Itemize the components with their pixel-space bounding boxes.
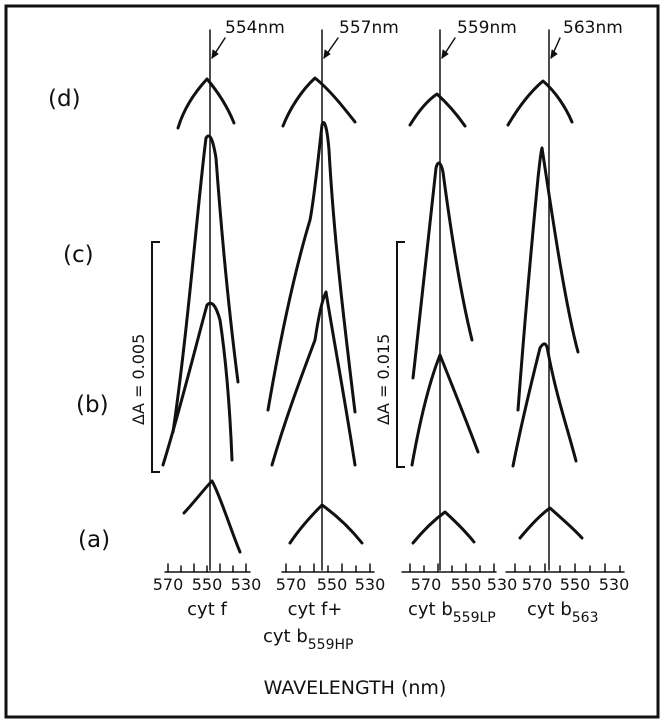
- spectrum-a-cyt-b563: [518, 506, 584, 540]
- arrowhead-554nm: [211, 49, 219, 59]
- spectrum-c-cyt-b559lp: [411, 161, 474, 380]
- panel-cyt-f-plus-b559hp: [266, 29, 375, 573]
- tick-label-cyt-f-b559hp-530: 530: [355, 575, 386, 594]
- row-label-d: (d): [48, 86, 81, 112]
- panel-cyt-f: [161, 29, 251, 573]
- panel-cyt-b563: [505, 29, 625, 573]
- tick-label-cyt-f-530: 530: [231, 575, 262, 594]
- arrowhead-557nm: [323, 49, 331, 59]
- tick-label-cyt-b559lp-530: 530: [487, 575, 518, 594]
- tick-label-cyt-b559lp-570: 570: [411, 575, 442, 594]
- caption-cyt-b559lp: cyt b559LP: [408, 599, 496, 626]
- row-label-a: (a): [78, 527, 110, 553]
- tick-label-cyt-b563-570: 570: [522, 575, 553, 594]
- spectrum-d-cyt-f-b559hp: [281, 76, 357, 128]
- peak-label-554nm: 554nm: [225, 18, 285, 38]
- caption-cyt-b563: cyt b563: [527, 599, 599, 626]
- tick-label-cyt-f-b559hp-570: 570: [276, 575, 307, 594]
- x-axis-title: WAVELENGTH (nm): [264, 677, 447, 699]
- arrowhead-559nm: [441, 49, 449, 59]
- spectrum-a-cyt-f: [182, 479, 242, 554]
- spectrum-b-cyt-b563: [511, 342, 578, 468]
- tick-label-cyt-b563-550: 550: [560, 575, 591, 594]
- scale-bar-left-label: ΔA = 0.005: [129, 334, 148, 425]
- peak-label-557nm: 557nm: [339, 18, 399, 38]
- peak-label-559nm: 559nm: [457, 18, 517, 38]
- caption-cyt-b559hp: cyt b559HP: [263, 626, 353, 653]
- row-label-b: (b): [76, 392, 109, 418]
- tick-label-cyt-b563-530: 530: [599, 575, 630, 594]
- spectrum-b-cyt-f-b559hp: [270, 290, 357, 467]
- spectrum-d-cyt-b559lp: [408, 92, 467, 128]
- spectrum-b-cyt-b559lp: [410, 353, 480, 467]
- tick-label-cyt-f-570: 570: [153, 575, 184, 594]
- spectrum-c-cyt-f-b559hp: [266, 121, 357, 414]
- arrowhead-563nm: [550, 49, 558, 59]
- caption-cyt-f: cyt f: [187, 599, 227, 620]
- spectrum-d-cyt-b563: [506, 79, 574, 127]
- spectrum-a-cyt-f-b559hp: [288, 503, 364, 545]
- spectrum-b-cyt-f: [161, 301, 234, 467]
- row-label-c: (c): [63, 242, 94, 268]
- panel-cyt-b559lp: [401, 29, 497, 573]
- caption-cyt-f-plus: cyt f+: [288, 599, 343, 620]
- figure-frame: [4, 4, 660, 719]
- tick-label-cyt-b559lp-550: 550: [451, 575, 482, 594]
- tick-label-cyt-f-550: 550: [192, 575, 223, 594]
- spectrum-d-cyt-f: [176, 77, 236, 130]
- peak-label-563nm: 563nm: [563, 18, 623, 38]
- spectrum-c-cyt-f: [171, 134, 240, 434]
- tick-label-cyt-f-b559hp-550: 550: [317, 575, 348, 594]
- spectrum-c-cyt-b563: [516, 146, 580, 412]
- scale-bar-right-label: ΔA = 0.015: [374, 334, 393, 425]
- scale-bar-right: [396, 241, 405, 468]
- spectrum-a-cyt-b559lp: [411, 510, 476, 545]
- scale-bar-left: [151, 241, 160, 473]
